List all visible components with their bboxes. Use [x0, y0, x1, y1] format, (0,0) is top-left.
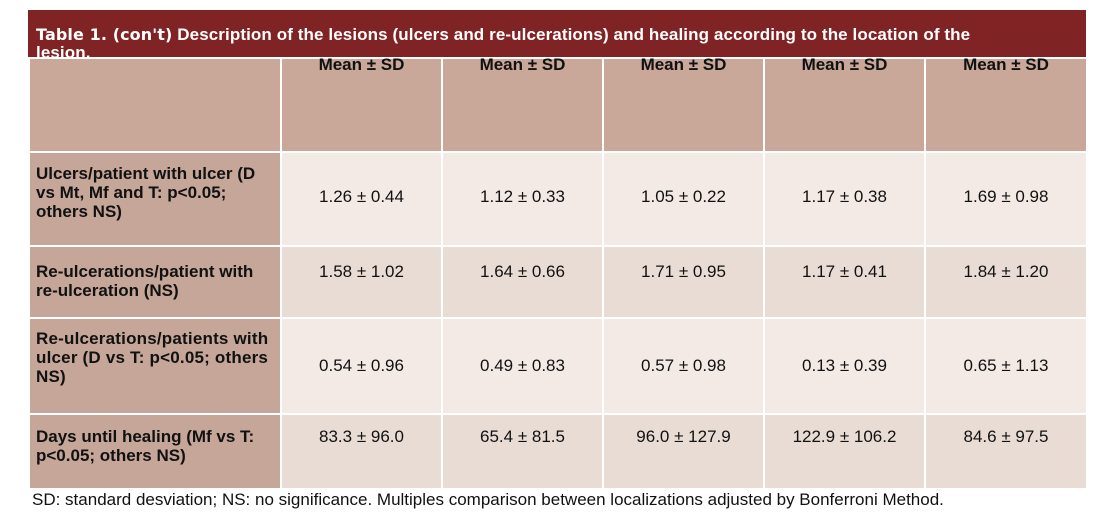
- data-table: Mean ± SD Mean ± SD Mean ± SD Mean ± SD …: [28, 55, 1088, 490]
- table-cell: 122.9 ± 106.2: [763, 413, 926, 490]
- table-row: Re-ulcerations/patient with re-ulceratio…: [28, 245, 1088, 319]
- table-cell: 1.84 ± 1.20: [924, 245, 1088, 319]
- row-label: Re-ulcerations/patients with ulcer (D vs…: [28, 317, 282, 415]
- table-cell: 1.64 ± 0.66: [441, 245, 604, 319]
- table-row: Ulcers/patient with ulcer (D vs Mt, Mf a…: [28, 151, 1088, 247]
- header-cell: Mean ± SD: [602, 55, 765, 153]
- table-cell: 96.0 ± 127.9: [602, 413, 765, 490]
- table-cell: 1.12 ± 0.33: [441, 151, 604, 247]
- table-cell: 1.17 ± 0.41: [763, 245, 926, 319]
- header-cell: Mean ± SD: [280, 55, 443, 153]
- table-figure: Table 1. (con't) Description of the lesi…: [28, 10, 1088, 490]
- table-cell: 0.13 ± 0.39: [763, 317, 926, 415]
- table-cell: 0.57 ± 0.98: [602, 317, 765, 415]
- table-cell: 1.69 ± 0.98: [924, 151, 1088, 247]
- table-row: Re-ulcerations/patients with ulcer (D vs…: [28, 317, 1088, 415]
- header-cell-empty: [28, 57, 282, 153]
- table-cell: 0.49 ± 0.83: [441, 317, 604, 415]
- table-row: Days until healing (Mf vs T: p<0.05; oth…: [28, 413, 1088, 490]
- row-label: Ulcers/patient with ulcer (D vs Mt, Mf a…: [28, 151, 282, 247]
- row-label: Days until healing (Mf vs T: p<0.05; oth…: [28, 413, 282, 490]
- header-cell: Mean ± SD: [763, 55, 926, 153]
- table-cell: 84.6 ± 97.5: [924, 413, 1088, 490]
- table-cell: 1.26 ± 0.44: [280, 151, 443, 247]
- table-cell: 0.54 ± 0.96: [280, 317, 443, 415]
- table-title-bar: Table 1. (con't) Description of the lesi…: [28, 10, 1086, 62]
- table-title: Description of the lesions (ulcers and r…: [177, 25, 971, 44]
- header-cell: Mean ± SD: [441, 55, 604, 153]
- table-label: Table 1. (con't): [36, 25, 173, 44]
- table-cell: 1.71 ± 0.95: [602, 245, 765, 319]
- table-cell: 83.3 ± 96.0: [280, 413, 443, 490]
- header-row: Mean ± SD Mean ± SD Mean ± SD Mean ± SD …: [28, 55, 1088, 153]
- table-cell: 0.65 ± 1.13: [924, 317, 1088, 415]
- header-cell: Mean ± SD: [924, 55, 1088, 153]
- table-title-continuation: lesion.: [36, 43, 91, 62]
- table-cell: 1.58 ± 1.02: [280, 245, 443, 319]
- table-cell: 1.17 ± 0.38: [763, 151, 926, 247]
- row-label: Re-ulcerations/patient with re-ulceratio…: [28, 245, 282, 319]
- table-cell: 1.05 ± 0.22: [602, 151, 765, 247]
- table-cell: 65.4 ± 81.5: [441, 413, 604, 490]
- table-footnote: SD: standard desviation; NS: no signific…: [32, 490, 944, 509]
